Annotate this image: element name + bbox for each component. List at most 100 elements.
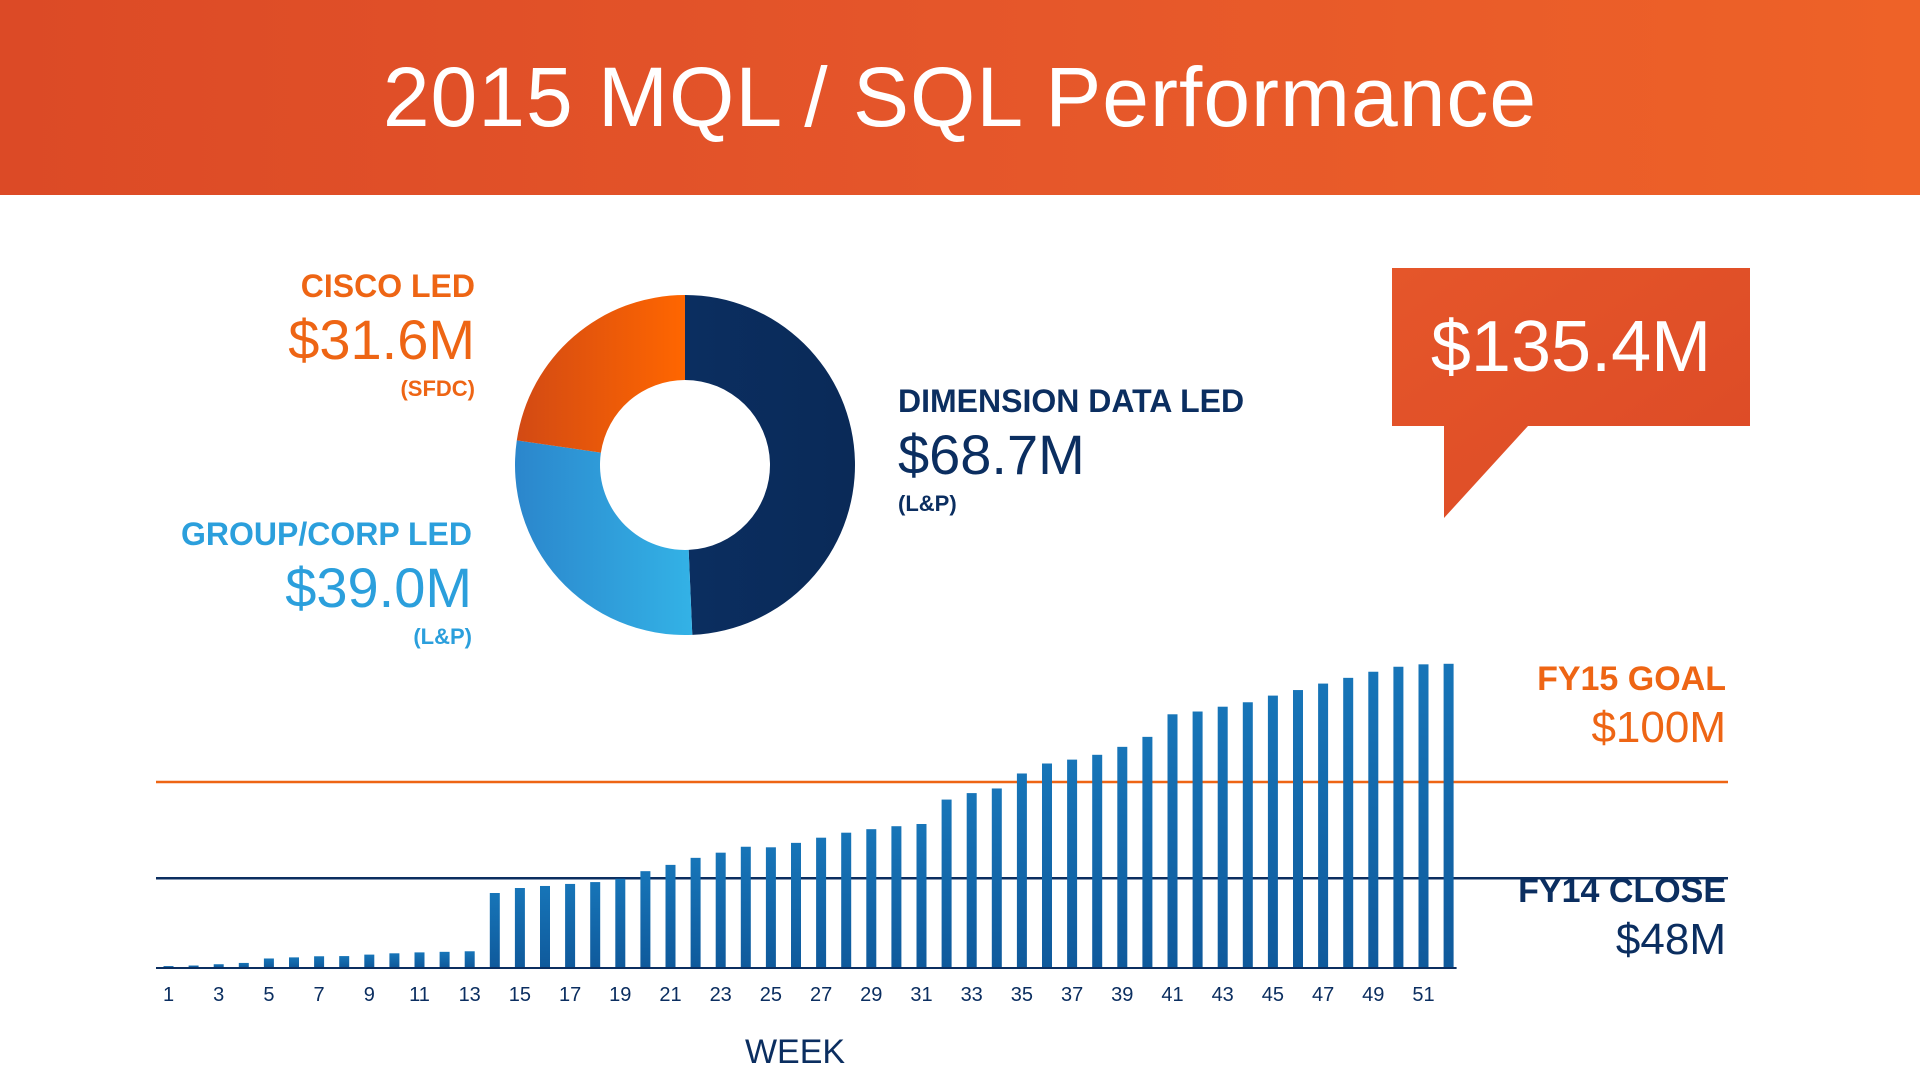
bar-week-9 (364, 954, 375, 967)
x-tick-label: 25 (760, 984, 782, 1006)
fy14-close-name: FY14 CLOSE (1518, 872, 1726, 910)
fy14-close-label: FY14 CLOSE $48M (1518, 872, 1726, 965)
group-corp-led-value: $39.0M (285, 556, 472, 619)
cisco-led-note: (SFDC) (400, 376, 475, 401)
x-tick-label: 21 (659, 984, 681, 1006)
bar-week-4 (238, 962, 249, 967)
x-tick-label: 45 (1262, 984, 1284, 1006)
x-axis-label: WEEK (745, 1033, 845, 1071)
bar-week-33 (966, 793, 977, 967)
bar-week-45 (1267, 695, 1278, 967)
group-corp-led-note: (L&P) (413, 624, 472, 649)
x-tick-label: 11 (409, 984, 430, 1006)
x-tick-label: 41 (1161, 984, 1183, 1006)
x-tick-label: 29 (860, 984, 882, 1006)
bar-week-49 (1368, 671, 1379, 967)
bar-week-51 (1418, 664, 1429, 967)
bar-week-36 (1042, 763, 1052, 967)
bar-week-44 (1242, 702, 1253, 967)
bar-week-42 (1192, 711, 1203, 967)
bar-week-7 (314, 956, 325, 967)
x-tick-label: 47 (1312, 984, 1334, 1006)
x-tick-label: 23 (710, 984, 732, 1006)
cisco-led-name: CISCO LED (300, 268, 475, 304)
bar-week-52 (1443, 663, 1454, 967)
x-tick-label: 19 (609, 984, 631, 1006)
bar-week-48 (1343, 677, 1354, 967)
bar-week-11 (414, 952, 425, 967)
fy14-close-value: $48M (1615, 915, 1726, 964)
x-tick-label: 7 (314, 984, 325, 1006)
bar-week-32 (941, 799, 952, 967)
bar-week-1 (163, 966, 174, 967)
donut-chart (514, 295, 856, 635)
bar-week-28 (841, 832, 852, 967)
x-tick-label: 5 (263, 984, 274, 1006)
x-tick-label: 51 (1412, 984, 1434, 1006)
group-corp-led-name: GROUP/CORP LED (181, 516, 472, 552)
bar-week-19 (615, 878, 626, 967)
bar-week-41 (1167, 714, 1178, 967)
bar-week-39 (1117, 746, 1128, 967)
x-tick-label: 37 (1061, 984, 1083, 1006)
bar-week-40 (1142, 736, 1153, 967)
fy15-goal-value: $100M (1591, 703, 1726, 752)
bar-week-43 (1217, 706, 1228, 967)
bar-week-16 (540, 885, 550, 967)
x-tick-label: 3 (213, 984, 224, 1006)
bar-week-38 (1092, 754, 1103, 967)
bar-week-10 (389, 953, 400, 967)
bar-week-5 (263, 958, 274, 967)
cisco-led-value: $31.6M (288, 308, 475, 371)
dimension-data-led-value: $68.7M (898, 423, 1085, 486)
donut-slice-1 (685, 295, 856, 635)
group-corp-led-label: GROUP/CORP LED $39.0M (L&P) (181, 516, 472, 650)
bar-week-23 (715, 852, 726, 967)
bar-week-26 (791, 842, 801, 967)
x-tick-label: 35 (1011, 984, 1033, 1006)
x-tick-label: 43 (1212, 984, 1234, 1006)
bar-week-2 (188, 965, 199, 967)
dimension-data-led-note: (L&P) (898, 491, 957, 516)
bar-week-24 (740, 846, 751, 967)
bar-week-17 (565, 883, 576, 967)
total-callout (1392, 268, 1750, 518)
bar-week-47 (1318, 683, 1329, 967)
bar-week-12 (439, 951, 450, 967)
dimension-data-led-name: DIMENSION DATA LED (898, 383, 1245, 419)
bar-week-37 (1067, 759, 1078, 967)
bar-week-30 (891, 826, 902, 967)
bar-week-35 (1016, 773, 1027, 967)
x-tick-label: 17 (559, 984, 581, 1006)
x-tick-label: 15 (509, 984, 531, 1006)
bar-week-18 (590, 882, 601, 967)
x-tick-label: 33 (961, 984, 983, 1006)
bar-week-20 (640, 871, 651, 967)
x-tick-label: 9 (364, 984, 375, 1006)
bar-week-3 (213, 964, 224, 967)
bar-week-34 (991, 788, 1002, 967)
bar-week-22 (690, 857, 701, 967)
bar-week-6 (289, 957, 299, 967)
x-axis-ticks: 1 3 5 7 9 11 13 15 17 19 21 23 25 27 29 31 33 35 37 39 41 43 4… (163, 984, 1435, 1006)
x-tick-label: 27 (810, 984, 832, 1006)
x-tick-label: 31 (910, 984, 932, 1006)
bar-week-13 (464, 951, 475, 967)
donut-slice-2 (514, 440, 693, 635)
fy15-goal-label: FY15 GOAL $100M (1537, 660, 1726, 753)
donut-slice-3 (516, 295, 685, 453)
cisco-led-label: CISCO LED $31.6M (SFDC) (288, 268, 475, 402)
x-tick-label: 13 (459, 984, 481, 1006)
bar-week-15 (514, 888, 525, 967)
page-title: 2015 MQL / SQL Performance (382, 50, 1538, 144)
x-tick-label: 1 (163, 984, 174, 1006)
bar-week-46 (1293, 690, 1303, 967)
bar-week-50 (1393, 666, 1404, 967)
bar-week-31 (916, 823, 927, 967)
bar-week-25 (765, 847, 776, 967)
bar-week-29 (866, 829, 877, 967)
title-banner (0, 0, 1920, 195)
x-tick-label: 49 (1362, 984, 1384, 1006)
bar-chart (156, 663, 1728, 969)
